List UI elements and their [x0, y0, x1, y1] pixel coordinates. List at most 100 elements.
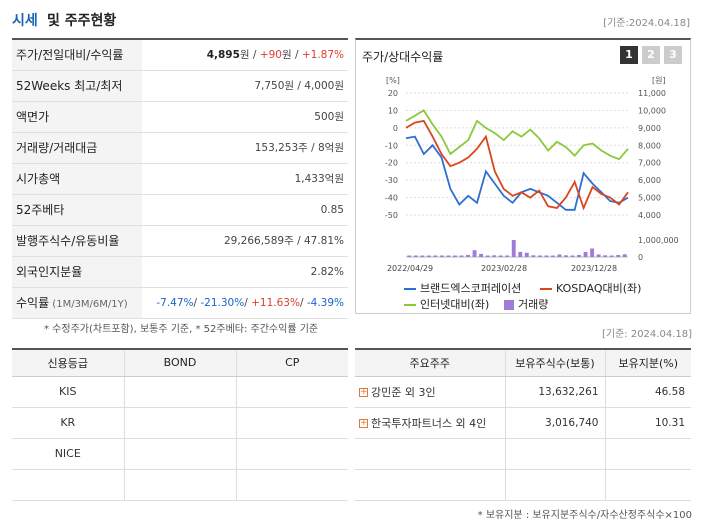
price-row-label: 52Weeks 최고/최저: [12, 71, 142, 101]
price-info-table: 주가/전일대비/수익률 4,895원 / +90원 / +1.87% 52Weeks…: [12, 38, 348, 319]
holders-header-cell: 보유지분(%): [604, 349, 691, 377]
price-value-part: -21.30%: [200, 297, 245, 309]
price-row: 주가/전일대비/수익률 4,895원 / +90원 / +1.87%: [12, 40, 348, 71]
price-row-value: 7,750원 / 4,000원: [254, 71, 344, 101]
legend-label-volume: 거래량: [518, 298, 549, 311]
price-row: 52주베타 0.85: [12, 195, 348, 226]
holder-percent: 10.31: [604, 407, 691, 439]
credit-cell: [235, 438, 348, 470]
price-row-value: 500원: [314, 102, 344, 132]
price-row-label: 주가/전일대비/수익률: [12, 40, 142, 70]
volume-bar: [426, 255, 431, 257]
price-value-part: 1,433억원: [294, 173, 344, 185]
holder-name-cell[interactable]: + 강민준 외 3인: [355, 376, 505, 408]
right-tick-label: 11,000: [638, 89, 666, 98]
volume-bar: [531, 255, 536, 257]
left-tick-label: -20: [385, 159, 398, 168]
volume-tick-label: 1,000,000: [638, 236, 679, 245]
volume-bar: [596, 254, 601, 257]
credit-header-row: 신용등급 BOND CP: [12, 349, 348, 377]
price-row: 52Weeks 최고/최저 7,750원 / 4,000원: [12, 71, 348, 102]
price-value-part: 500원: [314, 111, 344, 123]
left-tick-label: 20: [388, 89, 398, 98]
credit-cell: [235, 376, 348, 408]
price-row: 수익률 (1M/3M/6M/1Y) -7.47%/ -21.30%/ +11.63…: [12, 288, 348, 319]
chart-page-button-2[interactable]: 2: [642, 46, 660, 64]
price-value-part: 0.85: [320, 204, 344, 216]
legend-item-brandx: 브랜드엑스코퍼레이션: [404, 280, 521, 296]
credit-cell: [235, 469, 348, 501]
price-row: 거래량/거래대금 153,253주 / 8억원: [12, 133, 348, 164]
holder-percent: [604, 469, 691, 501]
left-tick-label: -10: [385, 141, 398, 150]
price-row-label: 외국인지분율: [12, 257, 142, 287]
volume-bar: [564, 255, 568, 257]
price-row-value: 0.85: [321, 195, 344, 225]
price-row-label: 발행주식수/유동비율: [12, 226, 142, 256]
holder-name-cell: [355, 438, 505, 470]
holder-name[interactable]: 한국투자파트너스 외 4인: [371, 416, 487, 430]
volume-bar: [453, 255, 457, 257]
right-tick-label: 9,000: [638, 124, 661, 133]
right-tick-label: 8,000: [638, 141, 661, 150]
volume-bar: [446, 255, 451, 257]
legend-suffix-internet: (좌): [470, 298, 490, 311]
left-tick-label: -40: [385, 194, 398, 203]
holders-header-row: 주요주주 보유주식수(보통) 보유지분(%): [355, 349, 691, 377]
price-value-part: /: [193, 297, 201, 309]
chart-page-button-1[interactable]: 1: [620, 46, 638, 64]
credit-cell: KIS: [12, 376, 124, 408]
price-value-part: 4,895: [206, 49, 240, 61]
expand-plus-icon[interactable]: +: [359, 418, 368, 428]
right-tick-label: 7,000: [638, 159, 661, 168]
legend-label-internet: 인터넷대비: [420, 298, 471, 311]
series-line-1: [405, 119, 629, 211]
price-chart: [%] [원] 20 11,000 10 10,000 0 9,000 -10 8,000 -20 7…: [385, 76, 679, 273]
holder-name[interactable]: 강민준 외 3인: [371, 385, 436, 399]
legend-item-kosdaq: KOSDAQ대비(좌): [540, 280, 641, 296]
holders-base-date: [기준: 2024.04.18]: [601, 329, 692, 340]
credit-cell: [123, 469, 236, 501]
price-row-value: 2.82%: [311, 257, 344, 287]
holder-row: [355, 438, 691, 470]
section-title-main: 시세: [12, 13, 38, 29]
volume-bar: [420, 255, 425, 257]
price-value-part: /: [244, 297, 252, 309]
expand-plus-icon[interactable]: +: [359, 387, 368, 397]
section-header: 시세 및 주주현황 [기준:2024.04.18]: [12, 8, 690, 32]
right-tick-label: 4,000: [638, 211, 661, 220]
left-tick-label: 10: [388, 106, 398, 115]
volume-bar: [479, 253, 484, 257]
left-tick-label: -50: [385, 211, 398, 220]
price-row-value: 4,895원 / +90원 / +1.87%: [207, 40, 344, 70]
volume-bar: [524, 252, 529, 257]
legend-item-internet: 인터넷대비(좌): [404, 296, 489, 312]
price-value-part: 원 /: [239, 49, 260, 61]
holders-header-cell: 보유주식수(보통): [504, 349, 605, 377]
price-footnote: * 수정주가(차트포함), 보통주 기준, * 52주베타: 주간수익률 기준: [44, 324, 319, 335]
volume-bar: [511, 240, 516, 257]
volume-tick-label: 0: [638, 253, 643, 262]
volume-bar: [590, 248, 595, 257]
holder-percent: [604, 438, 691, 470]
legend-item-volume: 거래량: [504, 296, 548, 312]
holder-percent: 46.58: [604, 376, 691, 408]
volume-bar: [616, 254, 621, 257]
credit-header-cell: BOND: [123, 349, 236, 377]
right-tick-label: 5,000: [638, 194, 661, 203]
chart-title: 주가/상대수익률: [362, 50, 444, 64]
section-title-rest: 및 주주현황: [47, 13, 117, 29]
holder-row: + 강민준 외 3인 13,632,261 46.58: [355, 376, 691, 408]
holder-name-cell[interactable]: + 한국투자파트너스 외 4인: [355, 407, 505, 439]
volume-bar: [557, 254, 562, 257]
chart-page-button-3[interactable]: 3: [664, 46, 682, 64]
volume-bar: [550, 255, 555, 257]
price-row: 시가총액 1,433억원: [12, 164, 348, 195]
volume-bar: [498, 255, 503, 257]
holder-name-cell: [355, 469, 505, 501]
credit-row: NICE: [12, 438, 348, 470]
price-row-value: 153,253주 / 8억원: [255, 133, 344, 163]
holders-footnote: * 보유지분 : 보유지분주식수/자수산정주식수×100: [477, 510, 692, 521]
price-row-label: 수익률 (1M/3M/6M/1Y): [12, 288, 142, 318]
